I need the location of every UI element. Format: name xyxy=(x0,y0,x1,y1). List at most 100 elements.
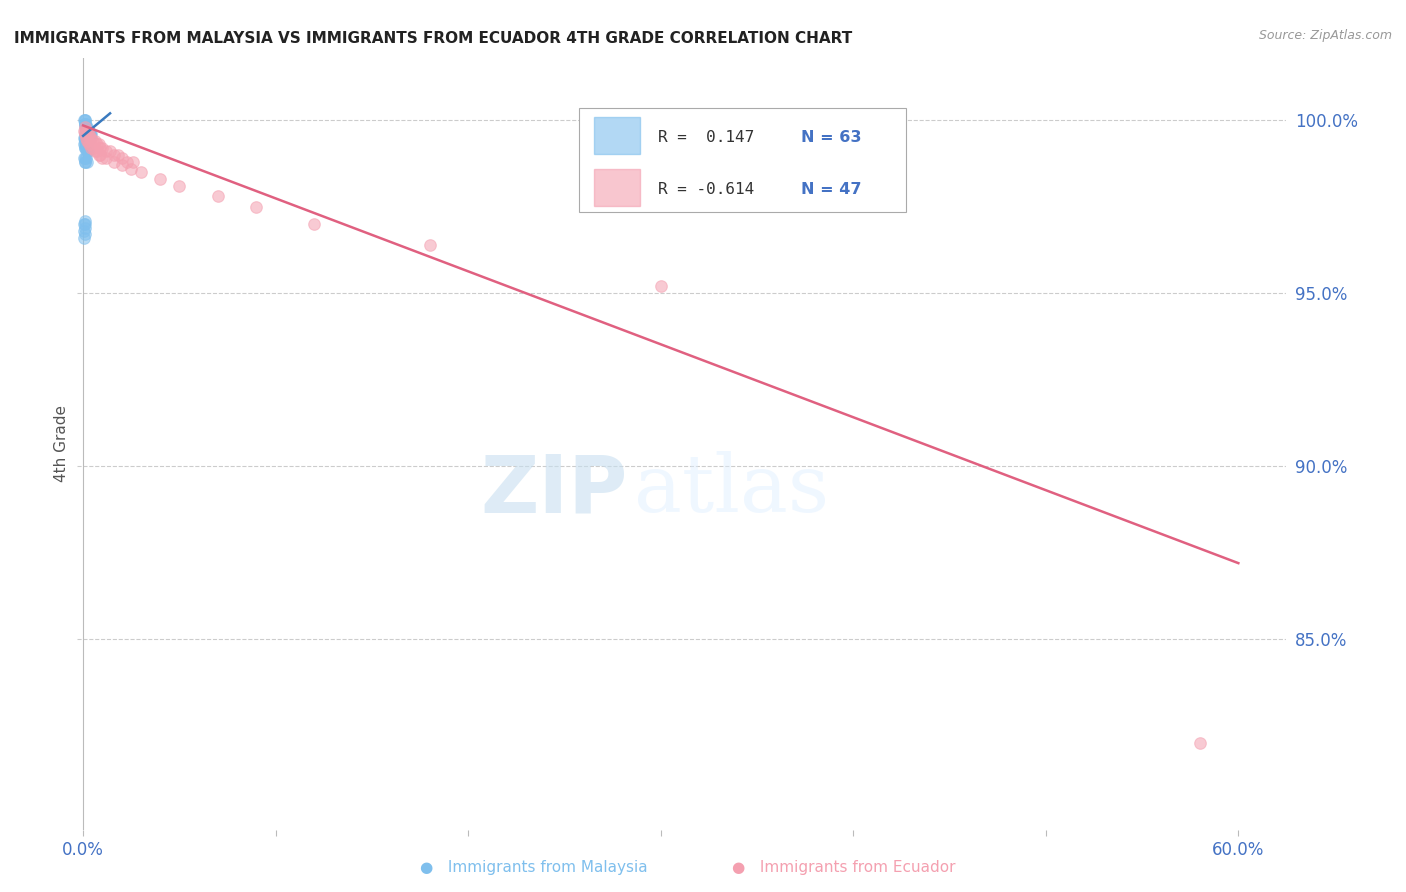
Point xyxy=(76,123,98,137)
Point xyxy=(103,148,125,162)
Point xyxy=(73,137,96,152)
Point xyxy=(83,134,105,148)
Point xyxy=(75,141,97,155)
Point xyxy=(75,141,97,155)
Point xyxy=(73,137,96,152)
Point xyxy=(120,161,142,176)
Point xyxy=(107,148,129,162)
Point xyxy=(75,154,97,169)
Point xyxy=(82,141,104,155)
Point xyxy=(122,154,145,169)
Point xyxy=(75,130,97,145)
Point xyxy=(77,123,100,137)
Point xyxy=(91,141,114,155)
Text: ●   Immigrants from Malaysia: ● Immigrants from Malaysia xyxy=(420,860,648,874)
Point xyxy=(76,123,98,137)
Point xyxy=(73,130,96,145)
Text: R = -0.614: R = -0.614 xyxy=(658,182,754,197)
Point xyxy=(76,123,98,137)
Point xyxy=(73,134,96,148)
Point xyxy=(103,154,125,169)
Point xyxy=(75,123,97,137)
Point xyxy=(73,113,96,128)
Point xyxy=(79,130,101,145)
Point xyxy=(87,148,110,162)
Point xyxy=(75,120,97,135)
Point xyxy=(76,154,98,169)
Point xyxy=(75,151,97,165)
Point xyxy=(77,134,100,148)
Point xyxy=(89,141,111,155)
Point xyxy=(73,120,96,135)
Point xyxy=(129,165,152,179)
Point xyxy=(110,158,132,172)
Point xyxy=(79,130,101,145)
Point xyxy=(91,151,114,165)
Text: N = 47: N = 47 xyxy=(801,182,862,197)
Text: Source: ZipAtlas.com: Source: ZipAtlas.com xyxy=(1258,29,1392,42)
Point xyxy=(1188,736,1211,750)
Point xyxy=(96,151,118,165)
Point xyxy=(79,137,101,152)
Point xyxy=(76,134,98,148)
Point xyxy=(75,137,97,152)
Text: ●   Immigrants from Ecuador: ● Immigrants from Ecuador xyxy=(733,860,955,874)
Point xyxy=(73,217,96,231)
Text: atlas: atlas xyxy=(634,451,828,529)
Point xyxy=(73,127,96,141)
Point xyxy=(117,154,139,169)
Point xyxy=(82,134,104,148)
Point xyxy=(77,123,100,137)
Point xyxy=(73,151,96,165)
Point xyxy=(73,117,96,131)
Point xyxy=(77,127,100,141)
Point xyxy=(73,117,96,131)
Point xyxy=(77,137,100,152)
Point xyxy=(77,130,100,145)
Point xyxy=(73,123,96,137)
Point xyxy=(77,127,100,141)
Point xyxy=(73,127,96,141)
Text: IMMIGRANTS FROM MALAYSIA VS IMMIGRANTS FROM ECUADOR 4TH GRADE CORRELATION CHART: IMMIGRANTS FROM MALAYSIA VS IMMIGRANTS F… xyxy=(14,31,852,46)
Point xyxy=(76,127,98,141)
FancyBboxPatch shape xyxy=(579,108,905,212)
Point xyxy=(87,137,110,152)
Point xyxy=(75,137,97,152)
Point xyxy=(73,154,96,169)
Bar xyxy=(593,117,640,154)
Point xyxy=(77,123,100,137)
Point xyxy=(75,220,97,235)
Point xyxy=(98,145,121,159)
Point xyxy=(110,151,132,165)
Point xyxy=(73,213,96,227)
Point xyxy=(73,231,96,245)
Point xyxy=(73,141,96,155)
Point xyxy=(76,127,98,141)
Point xyxy=(76,134,98,148)
Point xyxy=(75,117,97,131)
Point xyxy=(77,127,100,141)
Point xyxy=(207,189,229,203)
Point xyxy=(76,123,98,137)
Point xyxy=(75,130,97,145)
Point xyxy=(96,145,118,159)
Text: R =  0.147: R = 0.147 xyxy=(658,130,754,145)
Point xyxy=(80,130,103,145)
Bar xyxy=(593,169,640,206)
Point xyxy=(73,151,96,165)
Point xyxy=(76,120,98,135)
Point xyxy=(89,148,111,162)
Point xyxy=(76,134,98,148)
Point xyxy=(86,137,108,152)
Point xyxy=(76,141,98,155)
Point xyxy=(76,145,98,159)
Point xyxy=(75,123,97,137)
Point xyxy=(75,134,97,148)
Point xyxy=(419,237,441,252)
Point xyxy=(79,127,101,141)
Point xyxy=(79,127,101,141)
Text: N = 63: N = 63 xyxy=(801,130,862,145)
Point xyxy=(80,127,103,141)
Point xyxy=(73,224,96,238)
Text: ZIP: ZIP xyxy=(481,451,627,529)
